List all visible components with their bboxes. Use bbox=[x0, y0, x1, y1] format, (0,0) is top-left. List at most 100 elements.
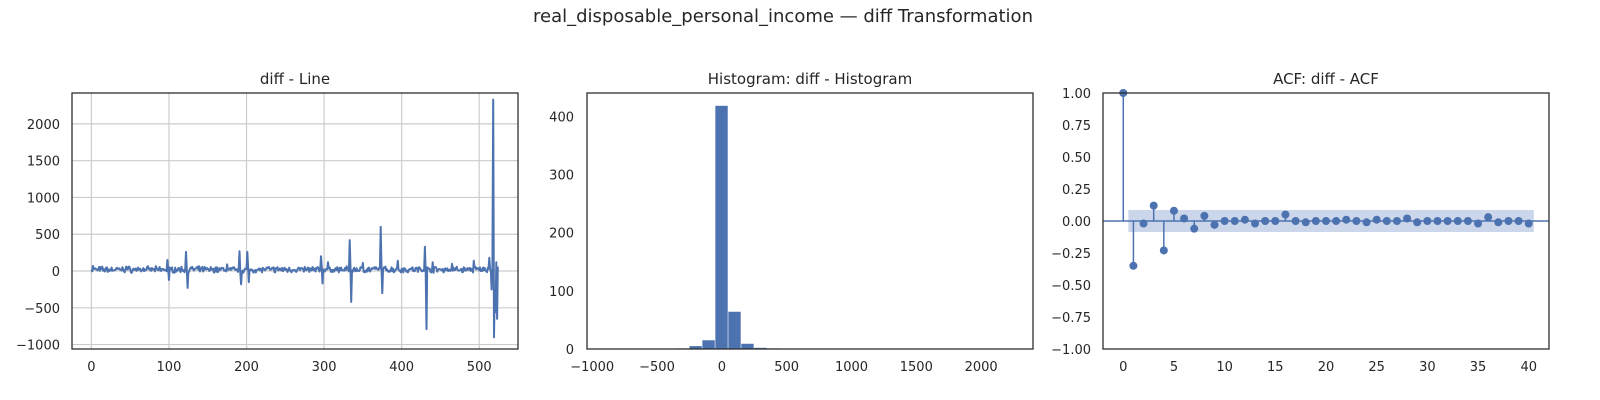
acf-point bbox=[1484, 213, 1493, 222]
acf-y-tick-label: 0.00 bbox=[1062, 215, 1091, 230]
line-x-tick-label: 200 bbox=[234, 360, 259, 375]
acf-point bbox=[1342, 215, 1351, 224]
line-x-tick-label: 400 bbox=[389, 360, 414, 375]
acf-x-tick-label: 30 bbox=[1419, 360, 1436, 375]
acf-point bbox=[1291, 217, 1300, 225]
acf-point bbox=[1443, 217, 1452, 225]
histogram-axes-frame bbox=[586, 92, 1034, 350]
acf-axes-frame bbox=[1102, 92, 1550, 350]
acf-y-tick-label: 1.00 bbox=[1062, 87, 1091, 102]
acf-point bbox=[1504, 217, 1513, 225]
acf-x-tick-labels: 0 5 10 15 20 25 30 35 40 bbox=[1119, 360, 1537, 375]
acf-point bbox=[1180, 214, 1189, 223]
acf-point bbox=[1494, 218, 1503, 227]
acf-point bbox=[1240, 215, 1249, 224]
acf-x-tick-label: 20 bbox=[1318, 360, 1335, 375]
line-y-tick-label: 500 bbox=[35, 228, 60, 243]
histogram-x-tick-label: 500 bbox=[774, 360, 799, 375]
line-y-tick-label: 1500 bbox=[27, 155, 60, 170]
acf-y-tick-label: 0.25 bbox=[1062, 183, 1091, 198]
histogram-y-tick-label: 400 bbox=[549, 110, 574, 125]
line-y-tick-label: 2000 bbox=[27, 118, 60, 133]
histogram-x-tick-label: 2000 bbox=[965, 360, 998, 375]
line-chart-title: diff - Line bbox=[260, 70, 330, 88]
acf-point bbox=[1149, 201, 1158, 210]
acf-point bbox=[1301, 218, 1310, 227]
line-x-tick-label: 0 bbox=[87, 360, 95, 375]
line-x-tick-label: 100 bbox=[157, 360, 182, 375]
line-x-tick-label: 500 bbox=[467, 360, 492, 375]
acf-point bbox=[1271, 217, 1280, 225]
histogram-y-tick-label: 300 bbox=[549, 168, 574, 183]
histogram-x-tick-label: 1500 bbox=[900, 360, 933, 375]
acf-point bbox=[1332, 217, 1341, 225]
histogram-y-tick-labels: 0 100 200 300 400 bbox=[549, 110, 574, 358]
line-series bbox=[90, 98, 499, 339]
acf-y-tick-label: −0.75 bbox=[1051, 311, 1091, 326]
acf-point bbox=[1159, 246, 1168, 255]
histogram-x-tick-labels: −1000 −500 0 500 1000 1500 2000 bbox=[570, 360, 997, 375]
acf-y-tick-label: −1.00 bbox=[1051, 343, 1091, 358]
acf-x-tick-label: 15 bbox=[1267, 360, 1284, 375]
acf-point bbox=[1230, 217, 1239, 225]
histogram-x-tick-label: −500 bbox=[639, 360, 675, 375]
acf-y-tick-label: −0.50 bbox=[1051, 279, 1091, 294]
acf-x-tick-label: 0 bbox=[1119, 360, 1127, 375]
histogram-y-tick-label: 0 bbox=[566, 343, 574, 358]
subplot-acf: ACF: diff - ACF 0 5 10 15 20 25 30 35 40 −1.00 −0… bbox=[1051, 70, 1550, 375]
subplot-histogram: Histogram: diff - Histogram −1000 −500 0 50… bbox=[549, 70, 1034, 375]
acf-point bbox=[1190, 224, 1199, 233]
acf-point bbox=[1281, 210, 1290, 219]
histogram-bar bbox=[702, 340, 715, 349]
histogram-bar bbox=[715, 105, 728, 349]
line-y-tick-label: 1000 bbox=[27, 191, 60, 206]
acf-point bbox=[1403, 214, 1412, 223]
acf-x-tick-label: 5 bbox=[1170, 360, 1178, 375]
line-y-tick-label: 0 bbox=[52, 265, 60, 280]
acf-x-tick-label: 35 bbox=[1470, 360, 1487, 375]
acf-point bbox=[1474, 219, 1483, 228]
acf-x-tick-label: 40 bbox=[1520, 360, 1537, 375]
acf-point bbox=[1261, 217, 1270, 225]
line-axes-frame bbox=[71, 92, 519, 350]
acf-point bbox=[1352, 217, 1361, 225]
acf-point bbox=[1433, 217, 1442, 225]
acf-point bbox=[1311, 217, 1320, 225]
acf-y-tick-labels: −1.00 −0.75 −0.50 −0.25 0.00 0.25 0.50 0.75 1.00 bbox=[1051, 87, 1091, 358]
histogram-bars bbox=[676, 105, 780, 349]
acf-y-tick-label: 0.75 bbox=[1062, 119, 1091, 134]
acf-point bbox=[1453, 217, 1462, 225]
histogram-bar bbox=[689, 346, 702, 349]
subplot-line: diff - Line 0 100 200 300 400 500 −1000 −500 0 5… bbox=[16, 70, 519, 375]
line-y-tick-label: −1000 bbox=[16, 339, 60, 354]
acf-stems bbox=[1103, 89, 1549, 270]
acf-point bbox=[1200, 211, 1209, 220]
acf-point bbox=[1169, 206, 1178, 215]
line-y-tick-label: −500 bbox=[24, 302, 60, 317]
figure-suptitle: real_disposable_personal_income — diff T… bbox=[533, 6, 1033, 27]
acf-chart-title: ACF: diff - ACF bbox=[1273, 70, 1379, 88]
histogram-x-tick-label: 1000 bbox=[835, 360, 868, 375]
histogram-chart-title: Histogram: diff - Histogram bbox=[708, 70, 912, 88]
acf-x-tick-label: 10 bbox=[1216, 360, 1233, 375]
histogram-bar bbox=[741, 343, 754, 349]
acf-point bbox=[1322, 217, 1330, 225]
acf-y-tick-label: −0.25 bbox=[1051, 247, 1091, 262]
acf-point bbox=[1524, 219, 1533, 228]
acf-y-tick-label: 0.50 bbox=[1062, 151, 1091, 166]
acf-point bbox=[1220, 217, 1229, 225]
histogram-y-tick-label: 100 bbox=[549, 285, 574, 300]
line-series-path bbox=[90, 98, 499, 339]
acf-point bbox=[1382, 217, 1391, 225]
acf-point bbox=[1129, 261, 1138, 270]
acf-point bbox=[1210, 220, 1219, 229]
histogram-x-tick-label: −1000 bbox=[570, 360, 614, 375]
acf-point bbox=[1392, 217, 1401, 225]
acf-point bbox=[1413, 218, 1422, 227]
acf-point bbox=[1423, 217, 1432, 225]
histogram-y-tick-label: 200 bbox=[549, 227, 574, 242]
line-x-tick-label: 300 bbox=[312, 360, 337, 375]
line-gridlines bbox=[72, 93, 518, 349]
acf-x-tick-label: 25 bbox=[1368, 360, 1385, 375]
